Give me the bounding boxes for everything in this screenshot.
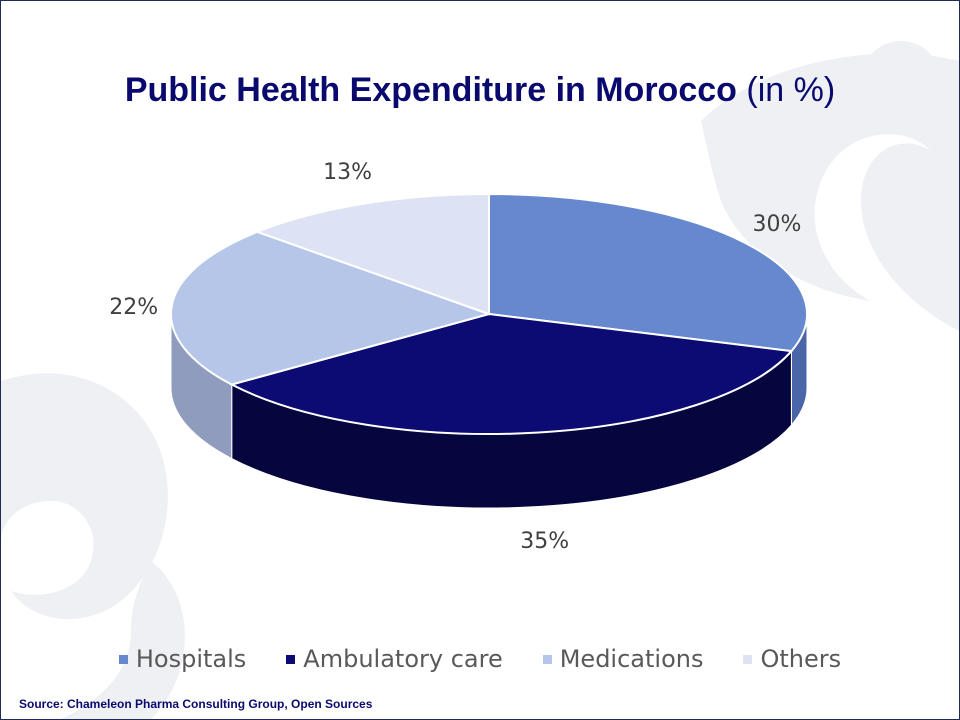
pie-slice-others: [254, 192, 490, 316]
chart-legend: Hospitals Ambulatory care Medications Other…: [1, 645, 959, 673]
legend-swatch: [286, 654, 296, 664]
chart-title-suffix: (in %): [746, 71, 836, 109]
legend-item-medications: Medications: [542, 645, 704, 673]
pie-slices: [170, 192, 808, 435]
legend-item-others: Others: [743, 645, 841, 673]
legend-item-hospitals: Hospitals: [118, 645, 247, 673]
pie-data-labels: 30% 35% 22% 13%: [109, 160, 801, 554]
data-label-ambulatory-care: 35%: [520, 529, 569, 554]
pie-slice-medications: [170, 230, 493, 386]
legend-label: Others: [760, 645, 842, 673]
legend-item-ambulatory-care: Ambulatory care: [286, 645, 503, 673]
chart-title-main: Public Health Expenditure in Morocco: [124, 71, 737, 109]
legend-swatch: [743, 654, 753, 664]
legend-label: Ambulatory care: [303, 645, 503, 673]
chart-title: Public Health Expenditure in Morocco (in…: [1, 71, 959, 110]
legend-label: Hospitals: [135, 645, 247, 673]
legend-label: Medications: [559, 645, 704, 673]
data-label-others: 13%: [323, 160, 372, 185]
pie-slice-hospitals: [488, 192, 808, 353]
legend-swatch: [542, 654, 552, 664]
legend-swatch: [118, 654, 128, 664]
data-label-hospitals: 30%: [753, 212, 802, 237]
pie-chart: 30% 35% 22% 13%: [109, 160, 808, 554]
source-note: Source: Chameleon Pharma Consulting Grou…: [19, 697, 373, 711]
data-label-medications: 22%: [109, 295, 158, 320]
pie-slice-ambulatory-care: [229, 312, 794, 435]
